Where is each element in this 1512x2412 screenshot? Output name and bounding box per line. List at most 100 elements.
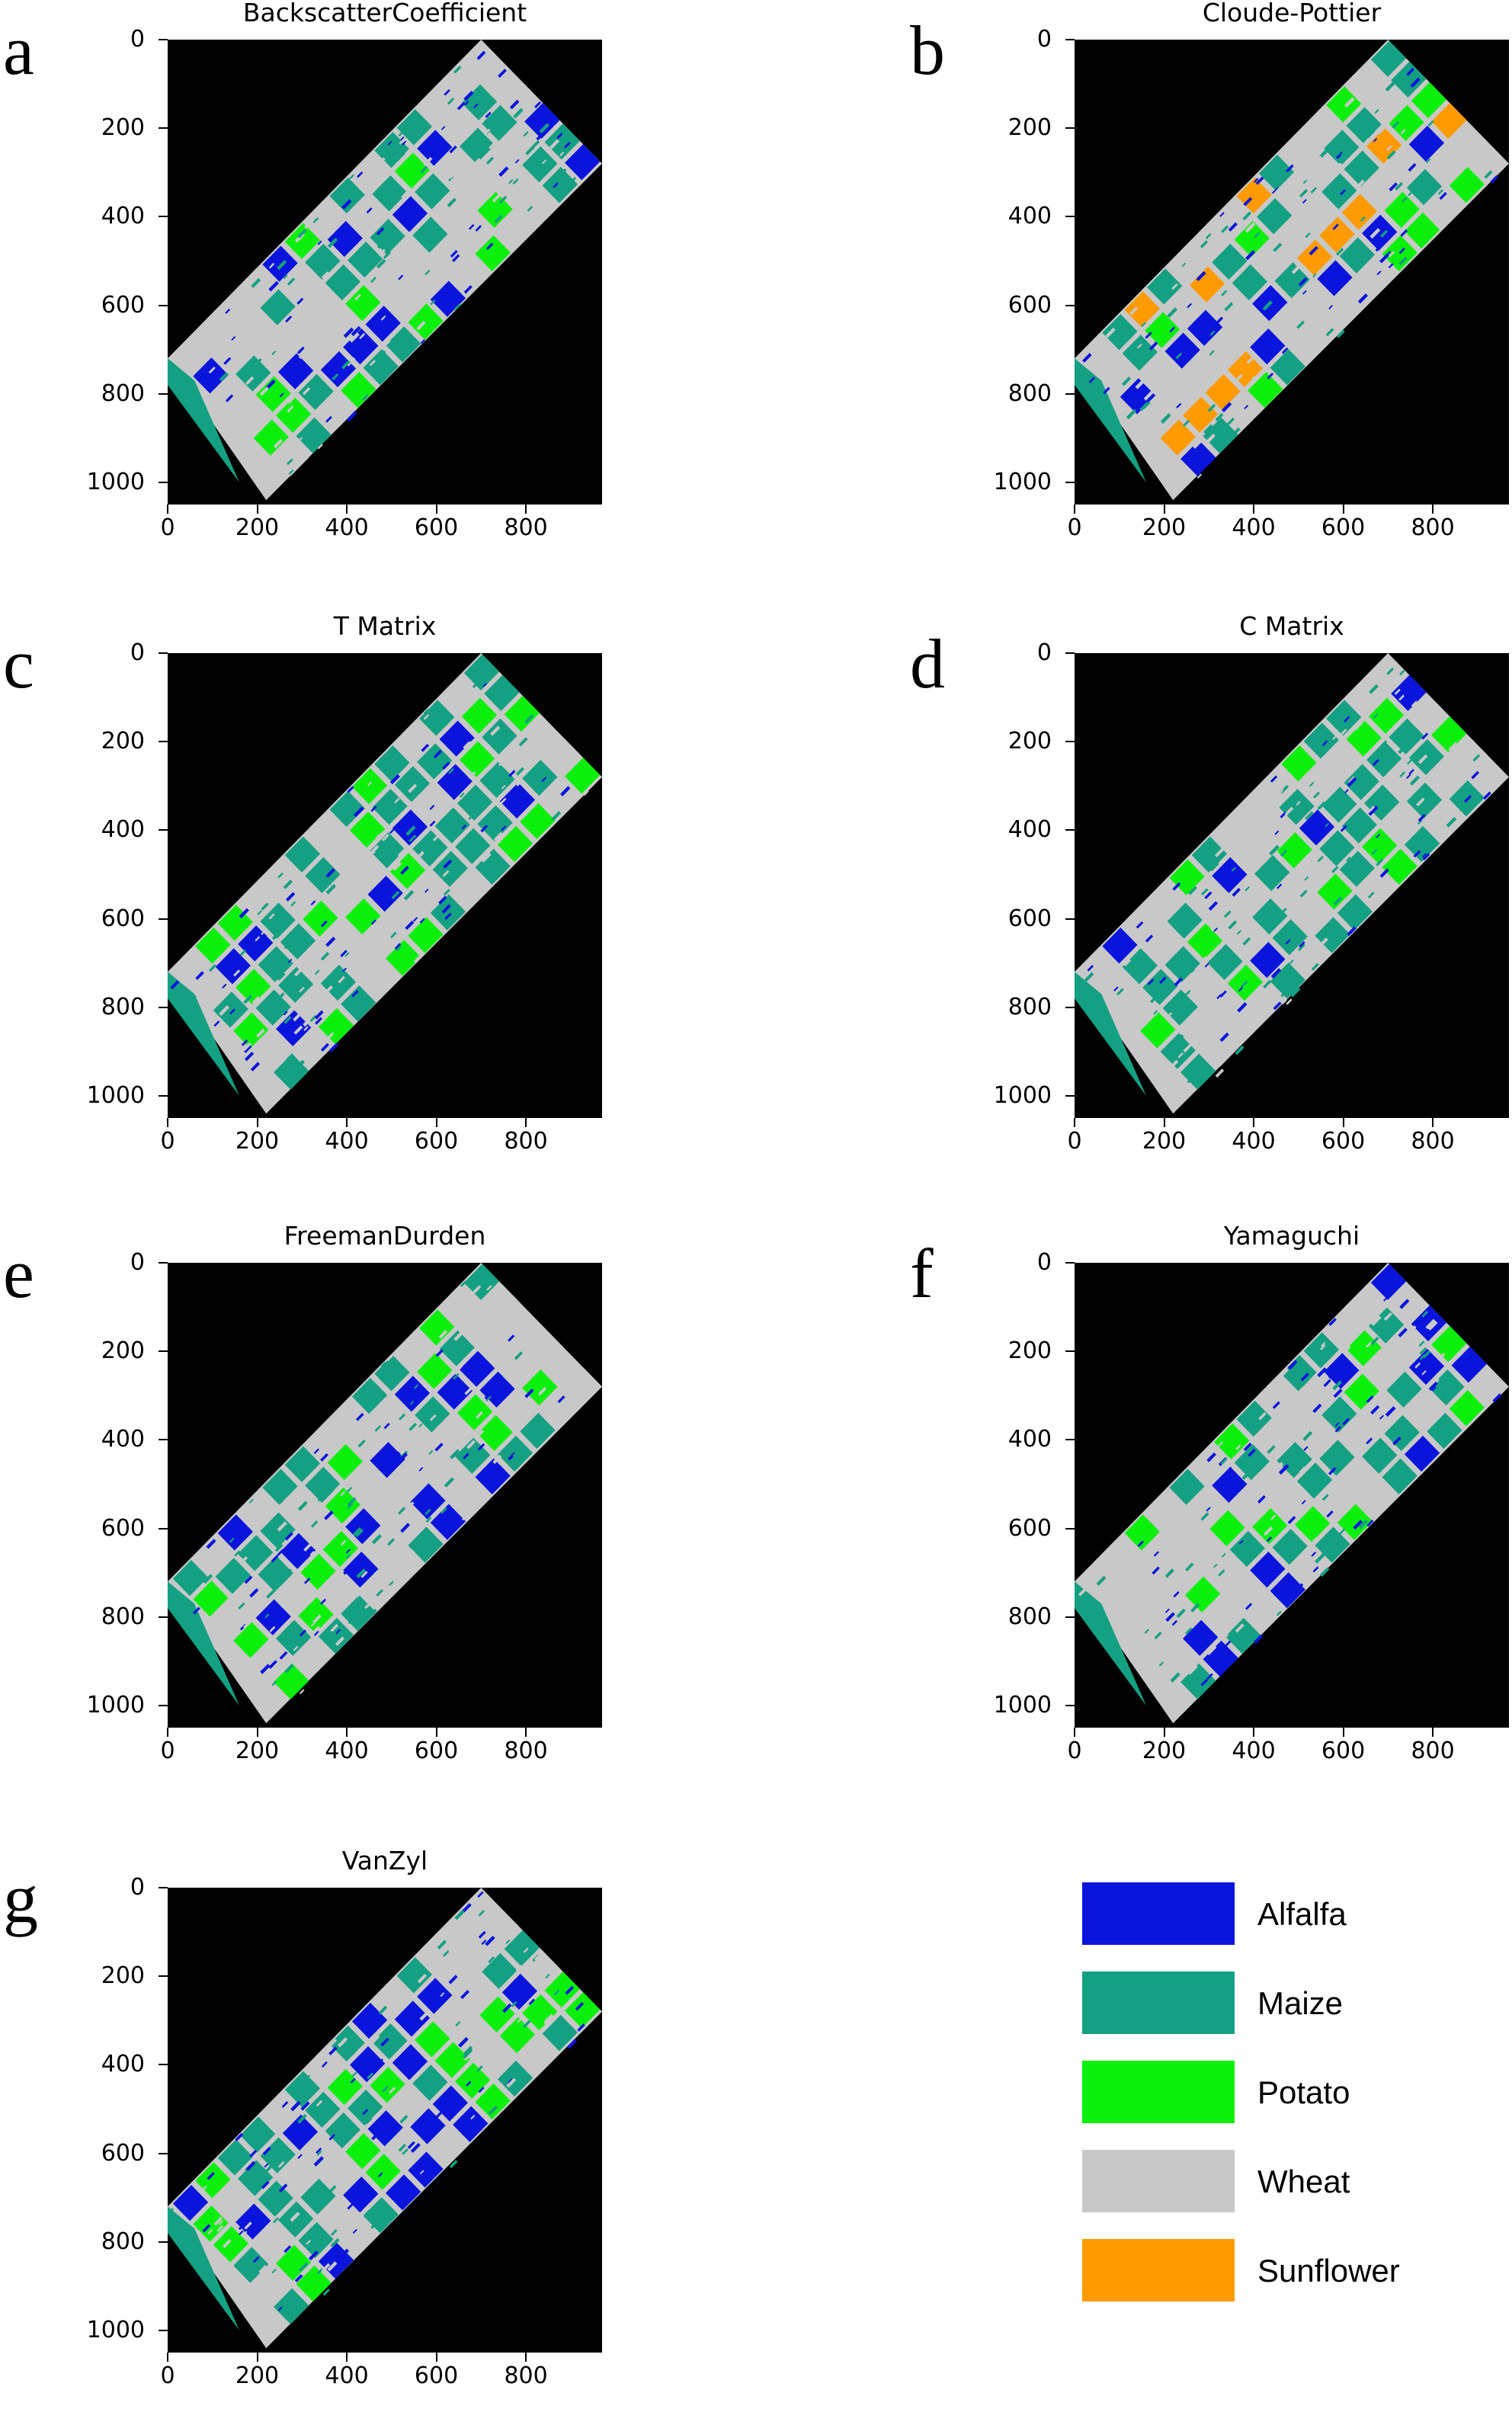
x-tick-mark xyxy=(1432,505,1434,514)
pixel-speckle xyxy=(1176,1608,1186,1619)
pixel-speckle xyxy=(378,248,386,257)
pixel-speckle xyxy=(1209,350,1215,356)
pixel-speckle xyxy=(539,123,549,133)
pixel-speckle xyxy=(369,162,376,168)
pixel-speckle xyxy=(398,130,405,137)
pixel-speckle xyxy=(352,1526,362,1536)
pixel-speckle xyxy=(1376,270,1382,276)
field-parcel xyxy=(1324,130,1360,166)
pixel-speckle xyxy=(1311,963,1319,971)
pixel-speckle xyxy=(389,774,401,785)
field-parcel xyxy=(439,1330,475,1366)
pixel-speckle xyxy=(194,1554,201,1561)
pixel-speckle xyxy=(433,834,440,841)
pixel-speckle xyxy=(256,1028,265,1038)
pixel-speckle xyxy=(505,1940,511,1945)
pixel-speckle xyxy=(545,1973,550,1979)
field-parcel xyxy=(341,2219,376,2257)
pixel-speckle xyxy=(330,2237,340,2248)
field-parcel xyxy=(1324,743,1360,780)
pixel-speckle xyxy=(1240,980,1248,988)
pixel-speckle xyxy=(461,824,467,830)
field-parcel xyxy=(1326,1309,1362,1346)
pixel-speckle xyxy=(483,128,491,136)
pixel-speckle xyxy=(466,2080,472,2087)
pixel-speckle xyxy=(449,2160,458,2169)
field-parcel xyxy=(298,373,334,410)
field-parcel xyxy=(327,2068,363,2106)
pixel-speckle xyxy=(1421,1369,1427,1376)
field-parcel xyxy=(367,1485,403,1522)
field-parcel xyxy=(1191,836,1228,873)
pixel-speckle xyxy=(356,1590,364,1598)
pixel-speckle xyxy=(1379,253,1389,264)
pixel-speckle xyxy=(341,199,352,210)
pixel-speckle xyxy=(1410,77,1421,88)
pixel-speckle xyxy=(1287,1360,1298,1370)
pixel-speckle xyxy=(543,2013,554,2025)
pixel-speckle xyxy=(1332,162,1343,173)
pixel-speckle xyxy=(399,2114,408,2124)
pixel-speckle xyxy=(304,219,314,229)
pixel-speckle xyxy=(1203,424,1213,434)
panel-f: f Yamaguchi 0 200 400 600 800 1000 0 200 400 600 800 xyxy=(907,1223,1509,1787)
pixel-speckle xyxy=(1317,1367,1328,1378)
pixel-speckle xyxy=(1350,1482,1357,1490)
field-parcel xyxy=(1225,1617,1261,1654)
field-parcel xyxy=(255,376,291,412)
x-tick-mark xyxy=(346,505,348,514)
pixel-speckle xyxy=(475,225,482,232)
pixel-speckle xyxy=(299,986,305,993)
field-parcel xyxy=(1203,1640,1238,1677)
pixel-speckle xyxy=(1371,848,1378,855)
y-tick-label: 600 xyxy=(101,291,145,319)
y-tick-mark xyxy=(159,304,168,306)
pixel-speckle xyxy=(1399,669,1405,676)
pixel-speckle xyxy=(309,1014,317,1023)
field-parcel xyxy=(457,1394,493,1430)
pixel-speckle xyxy=(442,870,450,877)
pixel-speckle xyxy=(400,1523,411,1533)
pixel-speckle xyxy=(426,1444,433,1451)
pixel-speckle xyxy=(1276,1610,1282,1616)
field-parcel xyxy=(1124,291,1160,328)
pixel-speckle xyxy=(1295,1583,1304,1592)
field-parcel xyxy=(542,167,578,203)
y-tick-mark xyxy=(159,2241,168,2243)
pixel-speckle xyxy=(313,2156,324,2167)
pixel-speckle xyxy=(539,114,548,122)
field-parcel xyxy=(1294,1506,1331,1542)
pixel-speckle xyxy=(1159,447,1170,458)
pixel-speckle xyxy=(447,98,455,105)
pixel-speckle xyxy=(391,1451,401,1461)
x-tick-label: 0 xyxy=(160,1128,175,1155)
legend-label-wheat: Wheat xyxy=(1257,2164,1350,2199)
field-parcel xyxy=(1321,786,1357,823)
pixel-speckle xyxy=(1354,721,1363,731)
pixel-speckle xyxy=(259,386,269,396)
pixel-speckle xyxy=(559,152,565,157)
pixel-speckle xyxy=(558,168,567,178)
pixel-speckle xyxy=(225,308,231,315)
pixel-speckle xyxy=(1262,170,1267,175)
pixel-speckle xyxy=(1490,175,1499,184)
field-parcel xyxy=(253,419,289,456)
field-parcel xyxy=(461,1307,498,1344)
pixel-speckle xyxy=(1185,1552,1193,1561)
pixel-speckle xyxy=(288,469,294,476)
pixel-speckle xyxy=(1343,1345,1351,1353)
pixel-speckle xyxy=(1371,190,1380,200)
pixel-speckle xyxy=(1215,412,1224,421)
field-parcel xyxy=(1162,989,1198,1026)
pixel-speckle xyxy=(293,967,303,977)
field-parcel xyxy=(1303,1332,1339,1369)
field-parcel xyxy=(260,2137,296,2173)
pixel-speckle xyxy=(1315,1552,1325,1564)
pixel-speckle xyxy=(1280,226,1287,234)
pixel-speckle xyxy=(193,1606,200,1615)
y-tick-label: 200 xyxy=(101,728,145,755)
field-parcel xyxy=(365,2154,401,2190)
pixel-speckle xyxy=(423,708,429,715)
pixel-speckle xyxy=(353,806,364,818)
y-tick-label: 1000 xyxy=(993,468,1052,495)
